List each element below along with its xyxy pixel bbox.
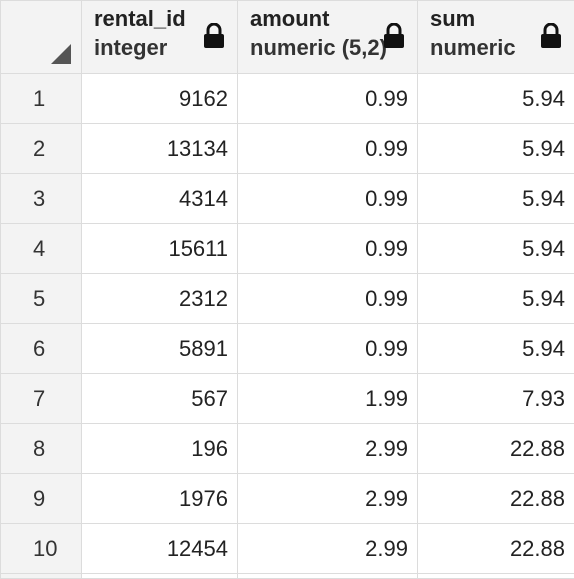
cell-rental-id[interactable]: 13134	[82, 124, 238, 174]
cell-amount[interactable]: 0.99	[238, 224, 418, 274]
table-row[interactable]: 1 9162 0.99 5.94	[1, 74, 574, 124]
lock-icon	[203, 23, 225, 49]
row-number[interactable]: 9	[1, 474, 82, 524]
column-header-sum[interactable]: sum numeric	[418, 1, 574, 74]
table-row[interactable]: 10 12454 2.99 22.88	[1, 524, 574, 574]
row-number[interactable]: 4	[1, 224, 82, 274]
corner-triangle-icon	[51, 44, 71, 64]
cell-amount[interactable]: 0.99	[238, 124, 418, 174]
cell-rental-id[interactable]: 567	[82, 374, 238, 424]
cell-rental-id[interactable]: 196	[82, 424, 238, 474]
table-row[interactable]: 8 196 2.99 22.88	[1, 424, 574, 474]
cell-sum[interactable]: 22.88	[418, 474, 574, 524]
column-header-amount[interactable]: amount numeric (5,2)	[238, 1, 418, 74]
table-row[interactable]: 5 2312 0.99 5.94	[1, 274, 574, 324]
cell-amount[interactable]: 2.99	[238, 424, 418, 474]
cell-amount[interactable]: 0.99	[238, 74, 418, 124]
cell-rental-id[interactable]: 2312	[82, 274, 238, 324]
cell-sum[interactable]: 22.88	[418, 424, 574, 474]
table-row[interactable]: 7 567 1.99 7.93	[1, 374, 574, 424]
cell-rental-id[interactable]: 12454	[82, 524, 238, 574]
row-number[interactable]: 6	[1, 324, 82, 374]
column-type: numeric (5,2)	[250, 33, 405, 63]
row-number[interactable]: 7	[1, 374, 82, 424]
cell-rental-id[interactable]: 4314	[82, 174, 238, 224]
table-row[interactable]: 6 5891 0.99 5.94	[1, 324, 574, 374]
cell-amount[interactable]: 2.99	[238, 474, 418, 524]
cell-amount[interactable]: 0.99	[238, 174, 418, 224]
cell-sum[interactable]: 5.94	[418, 74, 574, 124]
column-header-rental-id[interactable]: rental_id integer	[82, 1, 238, 74]
cell-rental-id[interactable]: 1976	[82, 474, 238, 524]
cell-sum[interactable]: 5.94	[418, 324, 574, 374]
lock-icon	[383, 23, 405, 49]
table-row[interactable]: 3 4314 0.99 5.94	[1, 174, 574, 224]
cell-amount[interactable]: 0.99	[238, 324, 418, 374]
cell-sum[interactable]: 22.88	[418, 524, 574, 574]
cell-amount[interactable]: 2.99	[238, 524, 418, 574]
cell-sum[interactable]: 7.93	[418, 374, 574, 424]
row-number[interactable]: 10	[1, 524, 82, 574]
cell-rental-id[interactable]: 5891	[82, 324, 238, 374]
cell-sum[interactable]: 5.94	[418, 124, 574, 174]
cell-rental-id[interactable]: 15611	[82, 224, 238, 274]
table-row[interactable]: 4 15611 0.99 5.94	[1, 224, 574, 274]
cell-amount[interactable]: 1.99	[238, 374, 418, 424]
lock-icon	[540, 23, 562, 49]
row-number[interactable]: 8	[1, 424, 82, 474]
header-row: rental_id integer amount numeric (5,2)	[1, 1, 574, 74]
cell-sum[interactable]: 5.94	[418, 174, 574, 224]
cell-sum[interactable]: 5.94	[418, 274, 574, 324]
cell-sum[interactable]: 5.94	[418, 224, 574, 274]
row-number[interactable]: 5	[1, 274, 82, 324]
table-row[interactable]: 9 1976 2.99 22.88	[1, 474, 574, 524]
cell-rental-id[interactable]: 9162	[82, 74, 238, 124]
row-number[interactable]: 1	[1, 74, 82, 124]
column-name: amount	[250, 5, 405, 33]
row-number[interactable]: 3	[1, 174, 82, 224]
table-row[interactable]: 2 13134 0.99 5.94	[1, 124, 574, 174]
row-number[interactable]: 2	[1, 124, 82, 174]
select-all-corner[interactable]	[1, 1, 82, 74]
cell-amount[interactable]: 0.99	[238, 274, 418, 324]
